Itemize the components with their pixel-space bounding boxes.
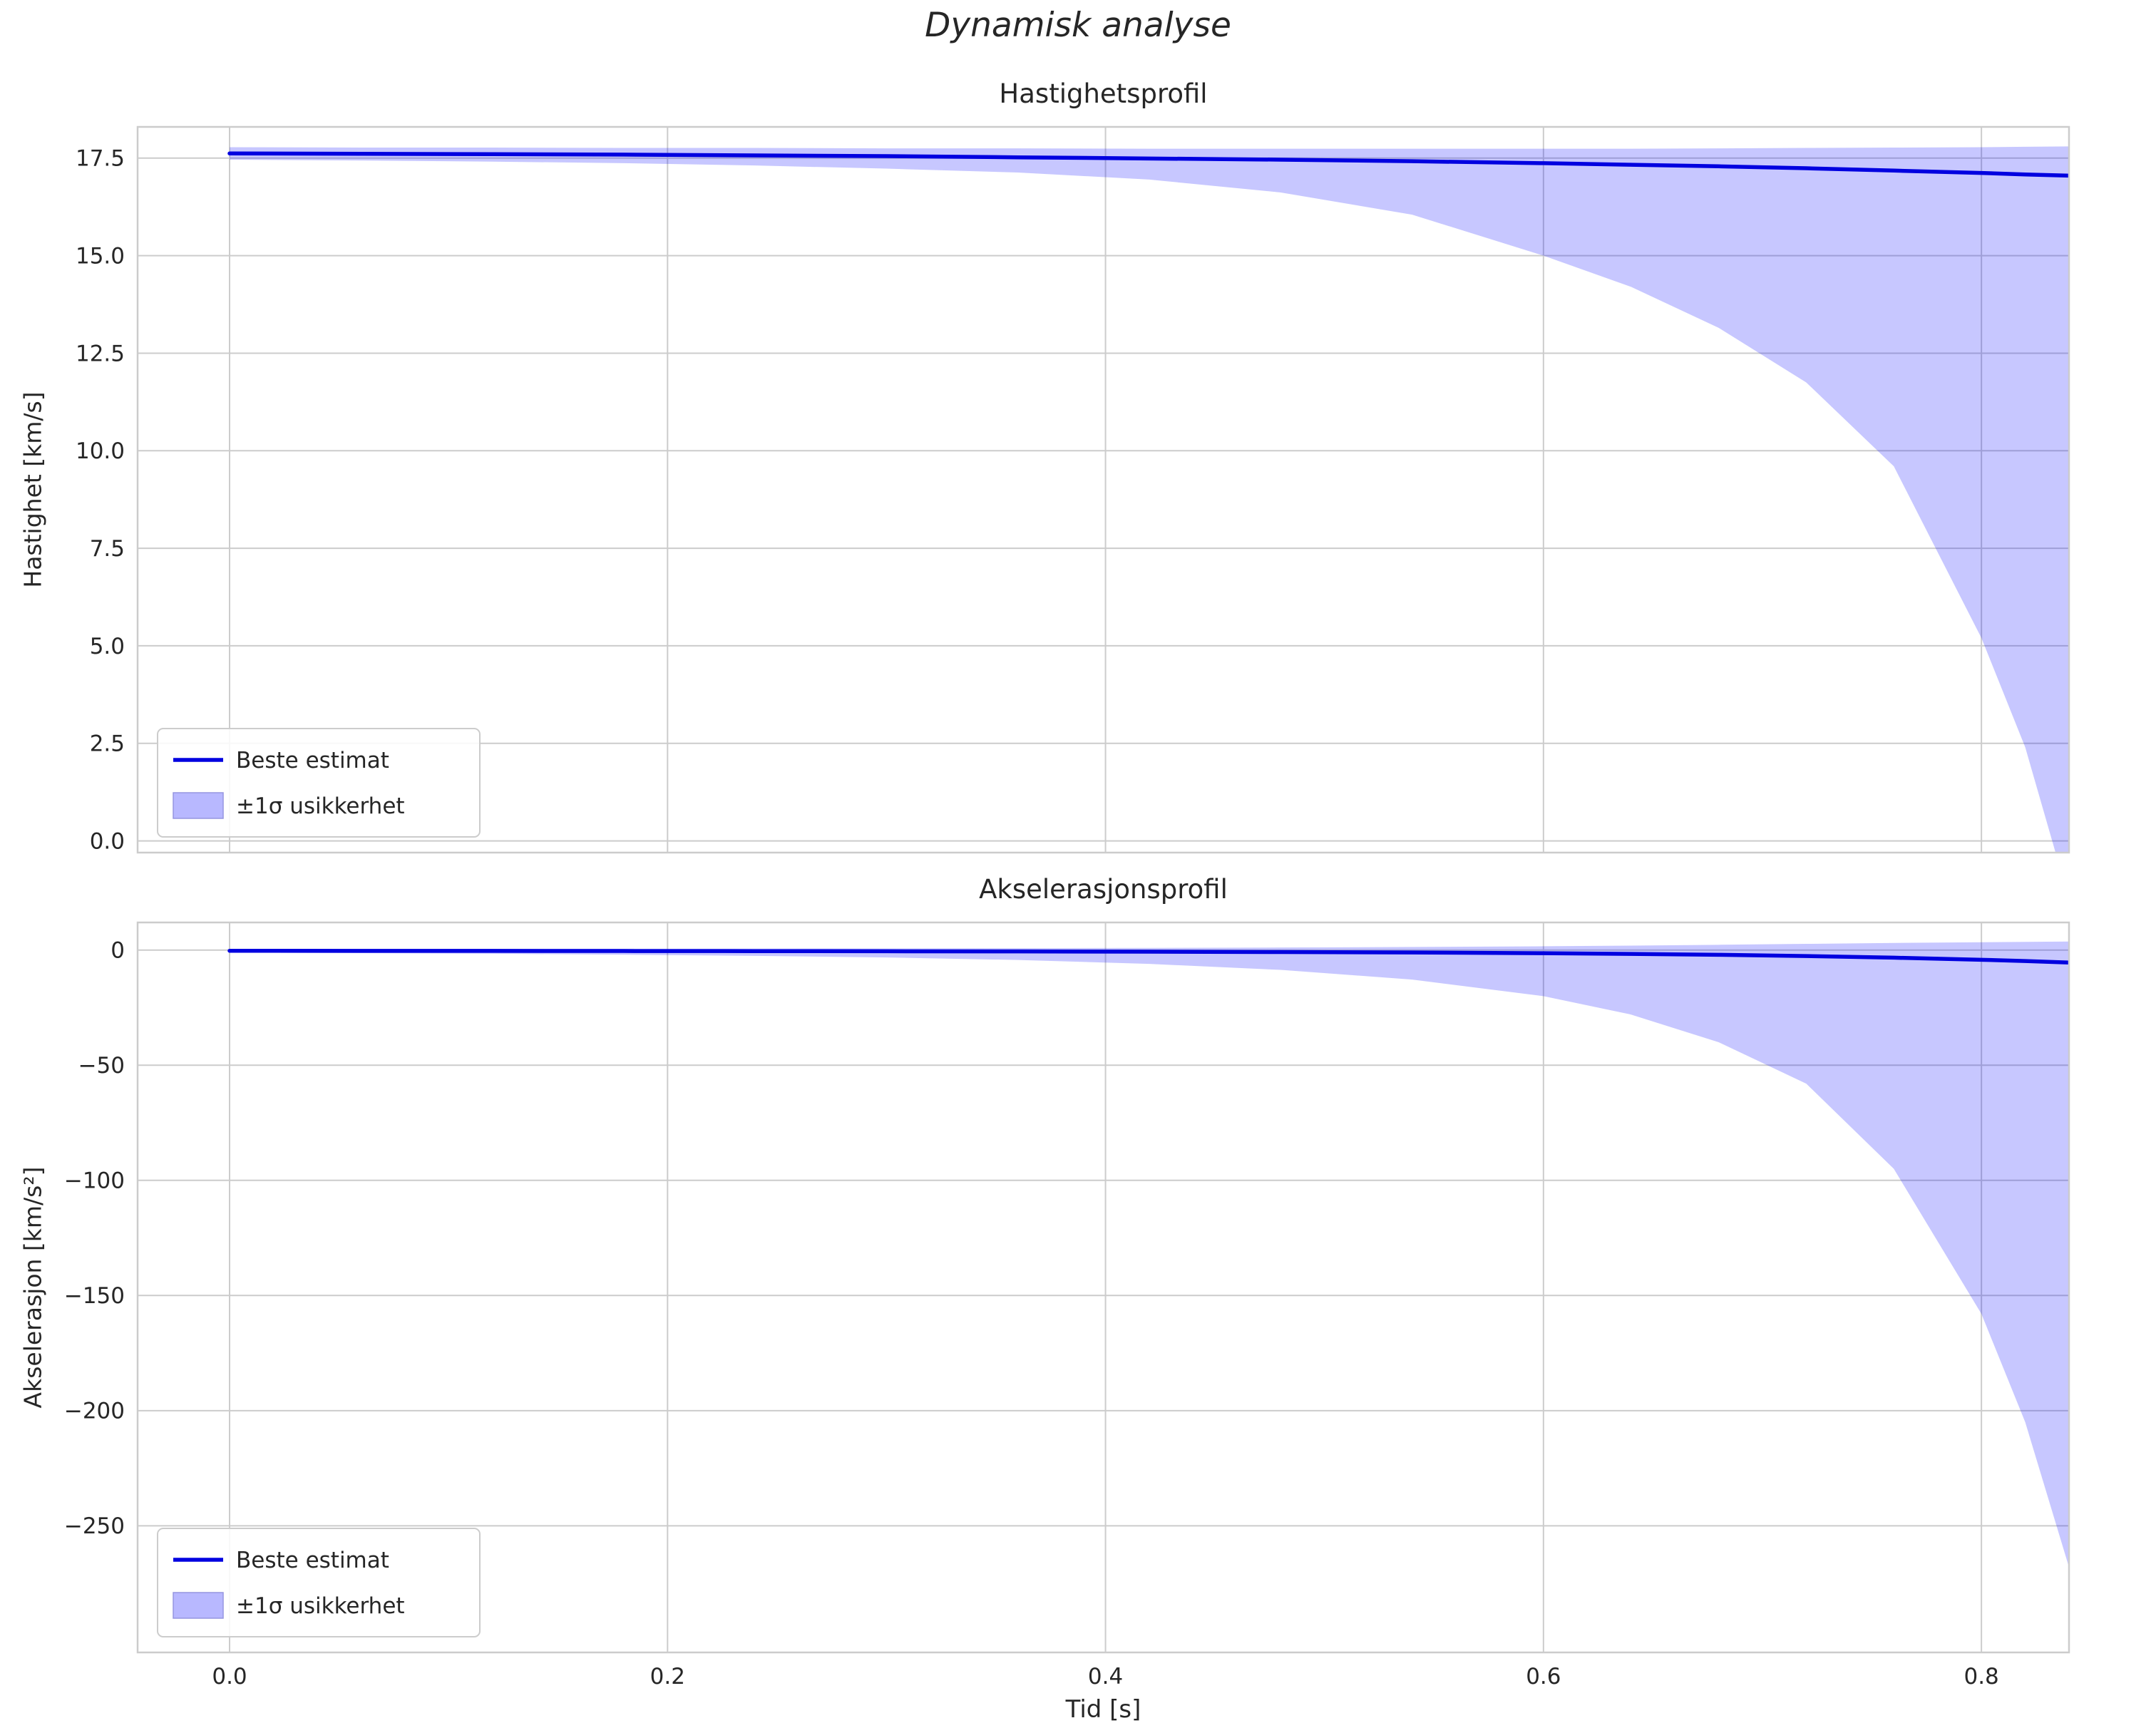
y-tick-label: 7.5 xyxy=(90,536,125,562)
legend-patch-sample xyxy=(173,792,224,819)
x-tick-label: 0.6 xyxy=(1526,1664,1561,1690)
legend-label-best-estimate: Beste estimat xyxy=(236,1548,389,1573)
x-tick-label: 0.0 xyxy=(212,1664,247,1690)
legend-box xyxy=(157,728,481,838)
x-axis-label: Tid [s] xyxy=(1065,1695,1141,1724)
acceleration-subplot-title: Akselerasjonsprofil xyxy=(979,874,1228,905)
uncertainty-band xyxy=(230,941,2069,1568)
y-tick-label: 2.5 xyxy=(90,731,125,757)
y-tick-label: 5.0 xyxy=(90,634,125,659)
x-tick-label: 0.4 xyxy=(1088,1664,1123,1690)
y-tick-label: −100 xyxy=(64,1168,125,1194)
y-tick-label: 0.0 xyxy=(90,828,125,854)
y-tick-label: 12.5 xyxy=(76,341,125,366)
x-tick-label: 0.8 xyxy=(1963,1664,1998,1690)
figure-suptitle: Dynamisk analyse xyxy=(925,6,1231,45)
axes-border xyxy=(136,921,2070,1654)
y-tick-label: 0 xyxy=(111,938,125,964)
legend-label-uncertainty: ±1σ usikkerhet xyxy=(236,1593,405,1619)
legend-label-uncertainty: ±1σ usikkerhet xyxy=(236,793,405,819)
legend-label-best-estimate: Beste estimat xyxy=(236,748,389,773)
uncertainty-band xyxy=(230,146,2069,853)
legend-patch-sample xyxy=(173,1592,224,1619)
axes-border xyxy=(136,125,2070,854)
y-tick-label: 10.0 xyxy=(76,438,125,464)
y-tick-label: −150 xyxy=(64,1283,125,1309)
best-estimate-line xyxy=(227,151,2069,178)
y-tick-label: 15.0 xyxy=(76,243,125,269)
y-tick-label: −50 xyxy=(78,1053,125,1079)
best-estimate-line xyxy=(227,948,2069,965)
acceleration-profile-chart: 0 −50 −100 −150 −200 −250 0.0 0.2 0.4 0.6 0.8 Beste… xyxy=(64,921,2070,1690)
x-tick-label: 0.2 xyxy=(650,1664,685,1690)
legend-box xyxy=(157,1528,481,1637)
y-tick-label: 17.5 xyxy=(76,146,125,172)
velocity-profile-chart: 0.0 2.5 5.0 7.5 10.0 12.5 15.0 17.5 Beste estima… xyxy=(76,125,2070,854)
velocity-y-axis-label: Hastighet [km/s] xyxy=(19,391,47,588)
y-tick-label: −200 xyxy=(64,1399,125,1424)
velocity-subplot-title: Hastighetsprofil xyxy=(999,78,1208,109)
acceleration-y-axis-label: Akselerasjon [km/s²] xyxy=(19,1166,47,1409)
y-tick-label: −250 xyxy=(64,1513,125,1539)
